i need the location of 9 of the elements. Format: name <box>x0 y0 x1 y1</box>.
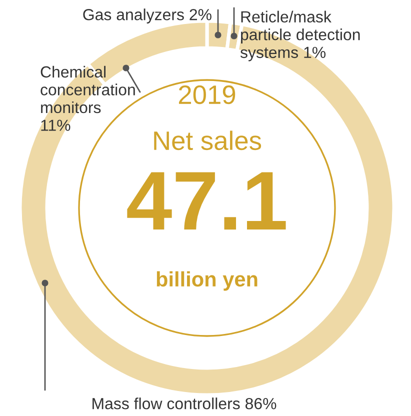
text: 2019 <box>178 85 236 104</box>
slice-label: Gas analyzers 2% <box>83 8 212 24</box>
slice-label: Mass flow controllers 86% <box>92 398 276 410</box>
text: 47.1 <box>127 172 286 230</box>
slice-label: Reticle/mask particle detection systems 1% <box>240 10 360 62</box>
text: billion yen <box>156 271 258 291</box>
text: Net sales <box>154 130 262 150</box>
slice-label: Chemical concentration monitors <box>40 66 135 114</box>
data-label: 11% <box>41 120 70 131</box>
